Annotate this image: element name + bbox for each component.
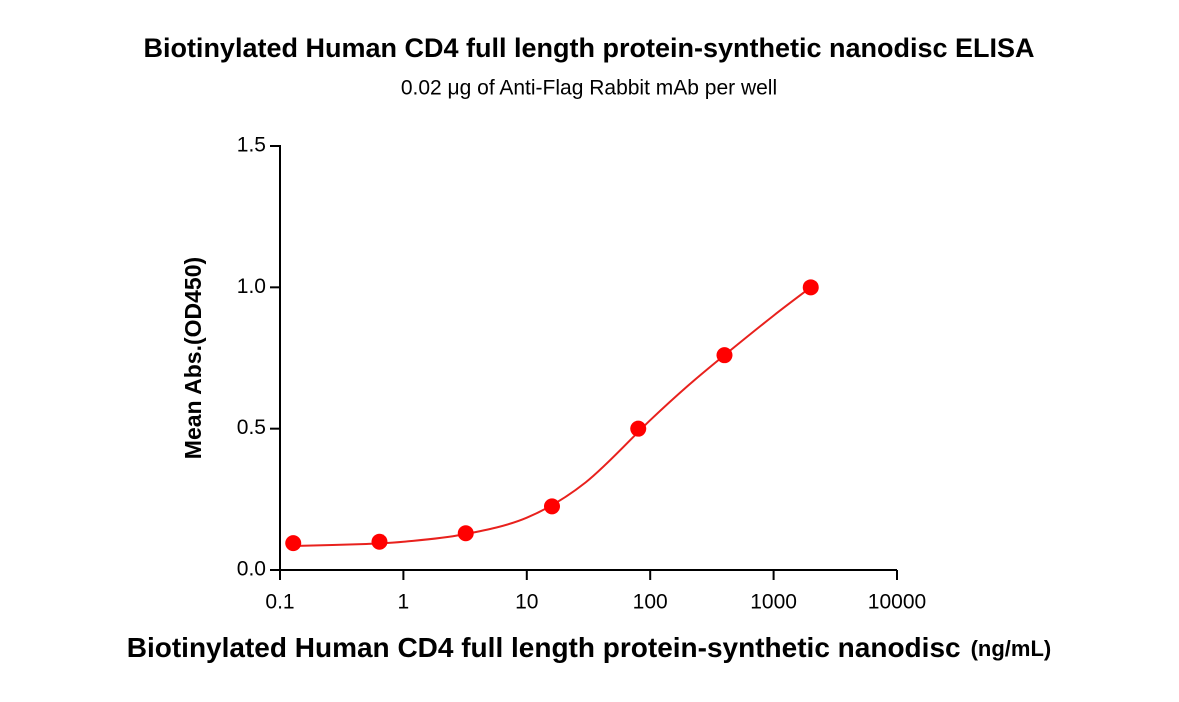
data-point	[457, 525, 474, 542]
data-point	[716, 347, 733, 364]
data-point	[630, 420, 647, 437]
x-axis-label: Biotinylated Human CD4 full length prote…	[127, 632, 1052, 663]
x-tick-label: 1000	[750, 591, 797, 614]
x-axis-title: Biotinylated Human CD4 full length prote…	[127, 632, 961, 663]
data-point	[543, 498, 560, 515]
x-tick-label: 10	[515, 591, 538, 614]
data-point	[802, 279, 819, 296]
x-axis-unit: (ng/mL)	[971, 636, 1052, 661]
y-tick-label: 0.5	[237, 416, 266, 439]
chart-subtitle: 0.02 μg of Anti-Flag Rabbit mAb per well	[401, 77, 777, 100]
chart-title: Biotinylated Human CD4 full length prote…	[143, 33, 1034, 63]
y-tick-label: 0.0	[237, 558, 266, 581]
y-axis-label: Mean Abs.(OD450)	[180, 257, 206, 459]
x-tick-label: 10000	[868, 591, 926, 614]
x-tick-label: 0.1	[265, 591, 294, 614]
y-tick-label: 1.5	[237, 134, 266, 157]
x-tick-label: 1	[398, 591, 410, 614]
y-tick-label: 1.0	[237, 275, 266, 298]
data-point	[371, 533, 388, 550]
x-tick-label: 100	[633, 591, 668, 614]
fit-curve	[293, 286, 812, 547]
data-point	[285, 535, 302, 552]
